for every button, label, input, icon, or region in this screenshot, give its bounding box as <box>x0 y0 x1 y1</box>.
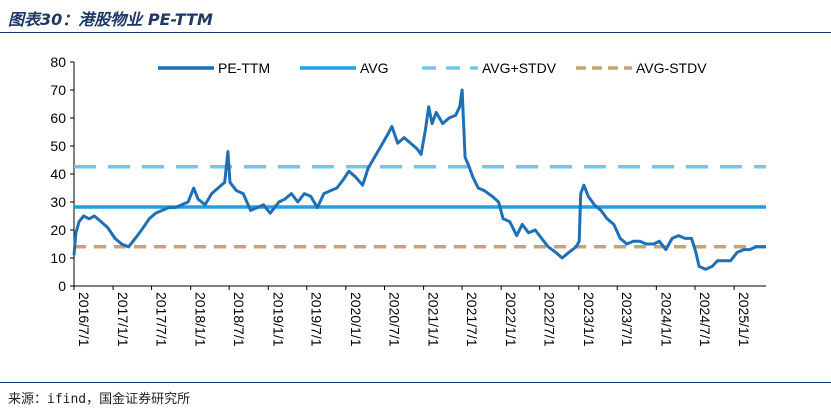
source-note: 来源：ifind，国金证券研究所 <box>8 392 191 407</box>
x-tick-label: 2021/7/1 <box>464 292 480 347</box>
top-rule <box>0 32 831 33</box>
y-tick-label: 50 <box>50 138 66 154</box>
x-tick-label: 2019/1/1 <box>270 292 286 347</box>
legend-label: AVG-STDV <box>636 60 707 76</box>
y-tick-label: 70 <box>50 82 66 98</box>
x-tick-label: 2021/1/1 <box>426 292 442 347</box>
x-tick-label: 2018/7/1 <box>231 292 247 347</box>
legend-label: AVG <box>360 60 389 76</box>
x-tick-label: 2016/7/1 <box>76 292 92 347</box>
y-tick-label: 40 <box>50 166 66 182</box>
y-tick-label: 20 <box>50 222 66 238</box>
axes-layer: 0 10 20 30 40 50 60 70 80 2016/7/1 2017/1/1 2017/7/… <box>50 54 766 347</box>
x-tick-label: 2024/1/1 <box>658 292 674 347</box>
series-line-pe-ttm <box>72 88 766 271</box>
y-tick-label: 60 <box>50 110 66 126</box>
x-tick-label: 2017/7/1 <box>154 292 170 347</box>
y-tick-label: 30 <box>50 194 66 210</box>
legend: PE-TTM AVG AVG+STDV AVG-STDV <box>158 60 707 76</box>
x-tick-label: 2017/1/1 <box>115 292 131 347</box>
x-tick-label: 2022/1/1 <box>503 292 519 347</box>
y-tick-label: 0 <box>58 278 66 294</box>
x-tick-label: 2024/7/1 <box>697 292 713 347</box>
x-tick-label: 2023/7/1 <box>619 292 635 347</box>
figure-title: 图表30：港股物业 PE-TTM <box>8 10 213 29</box>
x-tick-label: 2020/1/1 <box>348 292 364 347</box>
series-layer <box>72 88 766 271</box>
x-tick-label: 2023/1/1 <box>581 292 597 347</box>
x-tick-label: 2018/1/1 <box>193 292 209 347</box>
legend-label: AVG+STDV <box>482 60 557 76</box>
x-tick-label: 2019/7/1 <box>309 292 325 347</box>
y-tick-label: 10 <box>50 250 66 266</box>
y-tick-label: 80 <box>50 54 66 70</box>
x-tick-label: 2022/7/1 <box>542 292 558 347</box>
x-tick-label: 2025/1/1 <box>736 292 752 347</box>
legend-label: PE-TTM <box>218 60 270 76</box>
x-tick-label: 2020/7/1 <box>387 292 403 347</box>
reference-lines <box>74 164 766 249</box>
bottom-rule <box>0 382 831 383</box>
